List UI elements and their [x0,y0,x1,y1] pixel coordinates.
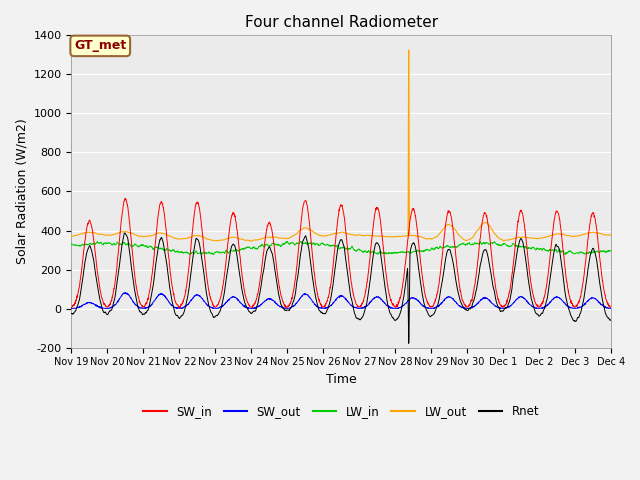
Y-axis label: Solar Radiation (W/m2): Solar Radiation (W/m2) [15,119,28,264]
Legend: SW_in, SW_out, LW_in, LW_out, Rnet: SW_in, SW_out, LW_in, LW_out, Rnet [138,400,544,423]
Title: Four channel Radiometer: Four channel Radiometer [244,15,438,30]
X-axis label: Time: Time [326,373,356,386]
Text: GT_met: GT_met [74,39,126,52]
